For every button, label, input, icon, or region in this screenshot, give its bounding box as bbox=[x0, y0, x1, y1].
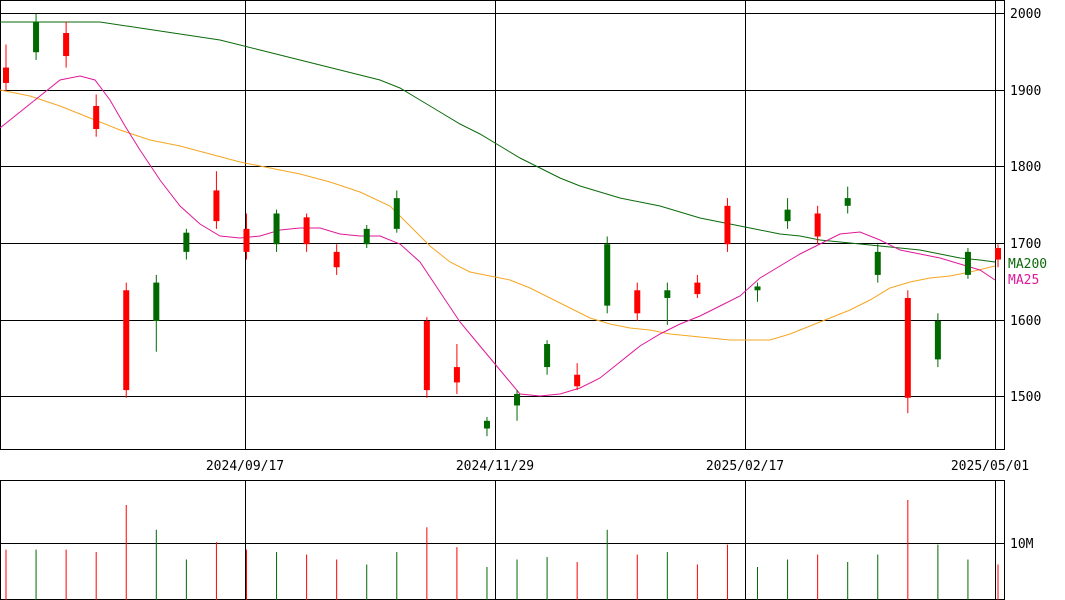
candle-body bbox=[423, 320, 430, 391]
candle-body bbox=[964, 251, 971, 275]
date-tick-label: 2025/02/17 bbox=[706, 459, 784, 474]
legend-ma25-label: MA25 bbox=[1008, 273, 1039, 288]
volume-tick-label: 10M bbox=[1010, 537, 1034, 552]
price-tick-label: 1800 bbox=[1010, 160, 1041, 175]
candle-body bbox=[243, 228, 250, 252]
price-tick-label: 1600 bbox=[1010, 314, 1041, 329]
candle-body bbox=[724, 205, 731, 245]
date-tick-label: 2024/11/29 bbox=[456, 459, 534, 474]
candle-body bbox=[303, 217, 310, 245]
candle-body bbox=[33, 21, 40, 53]
price-tick-label: 2000 bbox=[1010, 7, 1041, 22]
candle-body bbox=[63, 33, 70, 57]
candlesticks bbox=[3, 13, 1001, 437]
ma200-line bbox=[0, 21, 996, 263]
candle-body bbox=[934, 320, 941, 360]
legend-ma200-label: MA200 bbox=[1008, 257, 1047, 272]
candle-body bbox=[514, 393, 521, 406]
candle-body bbox=[995, 248, 1001, 260]
candle-body bbox=[664, 290, 671, 298]
price-panel bbox=[0, 0, 1005, 450]
candle-body bbox=[363, 228, 370, 245]
candle-body bbox=[483, 420, 490, 429]
candle-body bbox=[904, 297, 911, 398]
candle-body bbox=[213, 190, 220, 222]
candle-body bbox=[3, 67, 9, 83]
volume-bars bbox=[5, 500, 999, 600]
date-tick-label: 2025/05/01 bbox=[951, 459, 1029, 474]
price-tick-label: 1900 bbox=[1010, 84, 1041, 99]
candle-body bbox=[273, 213, 280, 245]
candle-body bbox=[694, 282, 701, 295]
ma75-line bbox=[0, 89, 996, 341]
candle-body bbox=[874, 251, 881, 275]
candle-body bbox=[333, 251, 340, 268]
candle-body bbox=[844, 198, 851, 206]
candle-body bbox=[574, 374, 581, 387]
candle-body bbox=[153, 282, 160, 321]
candle-body bbox=[123, 290, 130, 391]
price-tick-label: 1500 bbox=[1010, 390, 1041, 405]
candle-body bbox=[634, 290, 641, 314]
candle-body bbox=[604, 244, 611, 306]
volume-gridlines bbox=[0, 480, 1005, 600]
candle-body bbox=[93, 105, 100, 130]
ma25-line bbox=[0, 75, 996, 397]
candle-body bbox=[183, 232, 190, 252]
price-tick-label: 1700 bbox=[1010, 237, 1041, 252]
candle-body bbox=[784, 209, 791, 222]
candle-body bbox=[544, 344, 551, 368]
candle-body bbox=[754, 286, 761, 291]
date-tick-label: 2024/09/17 bbox=[206, 459, 284, 474]
price-gridlines bbox=[0, 0, 1005, 450]
candle-body bbox=[393, 198, 400, 229]
candle-body bbox=[814, 213, 821, 237]
candle-body bbox=[453, 367, 460, 383]
